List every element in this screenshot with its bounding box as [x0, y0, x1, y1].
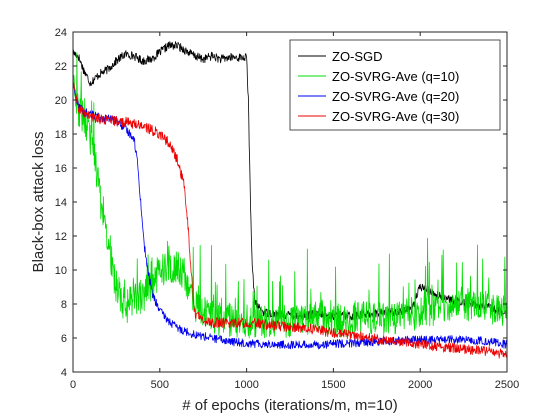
y-axis-label: Black-box attack loss [30, 132, 47, 273]
legend-label: ZO-SVRG-Ave (q=20) [332, 89, 459, 104]
series-layer [72, 41, 508, 359]
x-tick-label: 2000 [408, 379, 432, 391]
legend: ZO-SGD ZO-SVRG-Ave (q=10) ZO-SVRG-Ave (q=2… [289, 39, 501, 131]
legend-label: ZO-SGD [332, 49, 383, 64]
x-tick-label: 2500 [495, 379, 519, 391]
y-tick-label: 24 [55, 27, 67, 39]
zo-svrg-ave-q20-line [72, 84, 508, 350]
y-tick-label: 16 [55, 163, 67, 175]
y-tick-label: 14 [55, 197, 67, 209]
legend-label: ZO-SVRG-Ave (q=10) [332, 69, 459, 84]
legend-box [289, 39, 501, 131]
y-tick-label: 18 [55, 129, 67, 141]
legend-label: ZO-SVRG-Ave (q=30) [332, 109, 459, 124]
x-axis-label: # of epochs (iterations/m, m=10) [182, 397, 398, 414]
y-tick-label: 12 [55, 231, 67, 243]
x-tick-label: 0 [70, 379, 76, 391]
x-tick-label: 500 [151, 379, 169, 391]
y-tick-label: 10 [55, 265, 67, 277]
x-tick-label: 1000 [234, 379, 258, 391]
legend-entries: ZO-SGD ZO-SVRG-Ave (q=10) ZO-SVRG-Ave (q=2… [298, 49, 459, 124]
y-tick-label: 4 [61, 367, 67, 379]
y-axis-ticks: 4 6 8 10 12 14 16 18 20 22 24 [55, 27, 507, 379]
y-tick-label: 8 [61, 299, 67, 311]
zo-svrg-ave-q30-line [72, 82, 508, 359]
x-tick-label: 1500 [321, 379, 345, 391]
y-tick-label: 20 [55, 95, 67, 107]
zo-sgd-line [72, 41, 508, 321]
x-axis-ticks: 0 500 1000 1500 2000 2500 [70, 32, 519, 391]
y-tick-label: 22 [55, 61, 67, 73]
y-tick-label: 6 [61, 333, 67, 345]
